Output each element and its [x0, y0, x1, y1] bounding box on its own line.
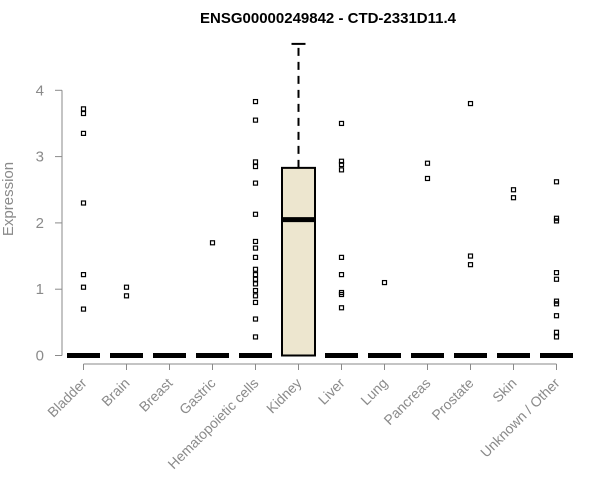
outlier-point — [338, 289, 345, 296]
outlier-point — [80, 200, 87, 206]
outlier-point — [553, 298, 560, 304]
outlier-point — [80, 110, 87, 117]
outlier-point — [252, 254, 259, 260]
outlier-point — [510, 195, 517, 201]
y-tick-label: 0 — [36, 348, 44, 365]
outlier-point — [467, 100, 474, 107]
outlier-point — [338, 272, 345, 278]
x-tick-label: Brain — [98, 375, 132, 409]
outlier-point — [553, 276, 560, 282]
x-tick-label: Bladder — [44, 375, 90, 421]
outlier-point — [80, 272, 87, 278]
box-group — [411, 160, 444, 358]
outlier-point — [252, 281, 259, 287]
box-group — [196, 240, 229, 358]
outlier-point — [80, 130, 87, 136]
y-axis: 0 1 2 3 4 — [36, 82, 63, 365]
x-tick-label: Unknown / Other — [477, 375, 563, 461]
box — [281, 166, 316, 357]
outlier-point — [338, 158, 345, 164]
outlier-point — [80, 284, 87, 290]
outlier-point — [252, 98, 259, 105]
box-group — [67, 106, 100, 358]
outlier-point — [252, 238, 259, 245]
outlier-point — [553, 270, 560, 276]
outlier-point — [553, 329, 560, 335]
x-tick-label: Pancreas — [380, 375, 433, 428]
chart-title: ENSG00000249842 - CTD-2331D11.4 — [200, 10, 457, 27]
box-group — [281, 42, 316, 357]
box-group — [239, 98, 272, 358]
x-tick-label: Kidney — [263, 375, 305, 417]
outlier-point — [381, 279, 388, 286]
outlier-point — [553, 218, 560, 224]
outlier-point — [424, 175, 431, 182]
y-axis-label: Expression — [0, 162, 17, 236]
box-group — [325, 120, 358, 358]
outlier-point — [252, 211, 259, 217]
box-group — [454, 100, 487, 358]
outlier-point — [252, 293, 259, 299]
x-tick-label: Breast — [136, 375, 176, 415]
outlier-point — [553, 313, 560, 319]
outlier-point — [553, 215, 560, 221]
outlier-point — [338, 254, 345, 260]
outlier-point — [252, 299, 259, 306]
outlier-point — [252, 334, 259, 340]
x-tick-label: Lung — [357, 375, 390, 408]
outlier-point — [252, 163, 259, 170]
outlier-point — [209, 240, 216, 246]
outlier-point — [252, 316, 259, 322]
x-tick-label: Prostate — [428, 375, 476, 423]
y-tick-label: 3 — [36, 149, 44, 166]
outlier-point — [467, 253, 474, 259]
box-group — [497, 187, 530, 358]
outlier-point — [467, 262, 474, 268]
outlier-point — [252, 287, 259, 294]
outlier-point — [80, 106, 87, 112]
outlier-point — [252, 272, 259, 278]
outlier-point — [252, 245, 259, 251]
outlier-point — [338, 120, 345, 127]
outlier-point — [553, 179, 560, 185]
outlier-point — [338, 305, 345, 311]
y-tick-label: 2 — [36, 215, 44, 232]
outlier-point — [252, 117, 259, 123]
x-tick-label: Liver — [315, 375, 348, 408]
box-plots — [67, 42, 573, 358]
outlier-point — [252, 159, 259, 165]
outlier-point — [424, 160, 431, 166]
outlier-point — [252, 276, 259, 282]
box-group — [540, 179, 573, 358]
x-tick-label: Gastric — [176, 375, 219, 418]
outlier-point — [123, 284, 130, 290]
outlier-point — [80, 306, 87, 312]
y-tick-label: 1 — [36, 281, 44, 298]
x-tick-label: Skin — [489, 375, 520, 406]
y-tick-label: 4 — [36, 82, 44, 99]
outlier-point — [553, 334, 560, 340]
box-group — [368, 279, 401, 358]
outlier-point — [338, 167, 345, 173]
outlier-point — [252, 180, 259, 186]
outlier-point — [123, 293, 130, 299]
box-group — [110, 284, 143, 358]
outlier-point — [553, 301, 560, 307]
outlier-point — [252, 266, 259, 272]
outlier-point — [338, 161, 345, 168]
outlier-point — [510, 187, 517, 193]
